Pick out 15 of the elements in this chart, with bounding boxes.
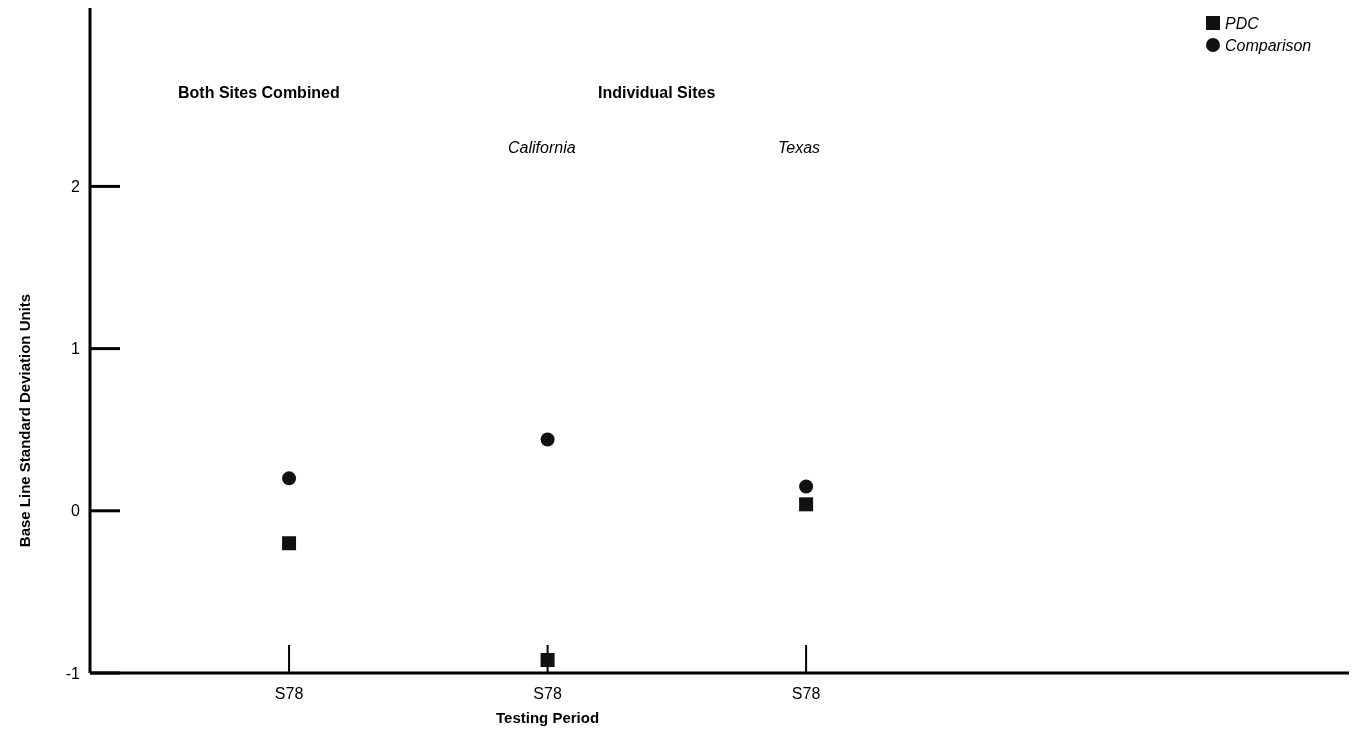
legend-label: PDC [1225, 14, 1260, 32]
y-axis-title: Base Line Standard Deviation Units [16, 293, 33, 548]
y-tick-label: 2 [71, 178, 81, 196]
annotation: Texas [778, 139, 821, 156]
x-tick-label: S78 [791, 685, 821, 702]
y-tick-label: -1 [65, 664, 81, 682]
x-tick-label: S78 [533, 685, 562, 702]
annotation: California [508, 139, 576, 156]
x-axis-title: Testing Period [496, 709, 600, 726]
annotation: Individual Sites [598, 84, 716, 101]
y-tick-label: 0 [71, 502, 81, 520]
y-tick-label: 1 [71, 340, 81, 358]
legend-label: Comparison [1225, 36, 1312, 54]
x-tick-label: S78 [274, 685, 304, 702]
annotation: Both Sites Combined [178, 84, 340, 101]
